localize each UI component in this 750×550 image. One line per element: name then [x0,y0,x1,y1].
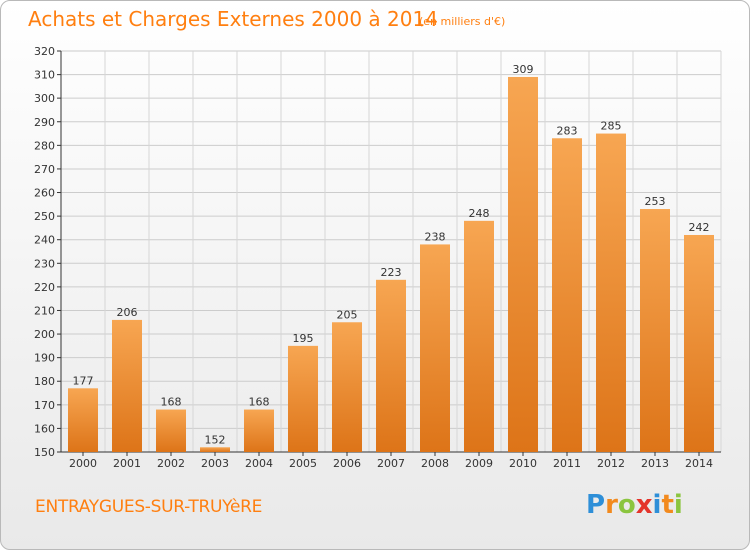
bar [68,388,98,452]
bar-value-label: 206 [117,306,138,319]
x-tick-label: 2008 [421,457,449,470]
x-tick-label: 2014 [685,457,713,470]
y-tick-label: 190 [34,352,55,365]
bar-value-label: 152 [205,433,226,446]
x-tick-label: 2004 [245,457,273,470]
x-tick-label: 2011 [553,457,581,470]
bar [420,244,450,452]
logo-letter: i [652,490,662,520]
y-tick-label: 290 [34,116,55,129]
y-tick-label: 210 [34,304,55,317]
y-tick-label: 250 [34,210,55,223]
bar-value-label: 248 [469,207,490,220]
x-tick-label: 2009 [465,457,493,470]
label-layer: 177 206 168 152 168 195 205 223 238 248 309 283 285 2… [73,63,710,446]
y-tick-label: 240 [34,234,55,247]
bar-value-label: 168 [161,396,182,409]
axis-layer: 150 160 170 180 190 200 210 220 230 240 250 260 270 2… [34,45,721,470]
logo-letter: r [605,490,618,520]
y-tick-label: 200 [34,328,55,341]
y-tick-label: 320 [34,45,55,58]
logo-letter: x [635,490,653,520]
logo-letter: o [617,490,636,520]
y-tick-label: 220 [34,281,55,294]
y-tick-label: 150 [34,446,55,459]
x-tick-label: 2000 [69,457,97,470]
bar-value-label: 205 [337,308,358,321]
x-tick-label: 2007 [377,457,405,470]
y-tick-label: 270 [34,163,55,176]
bar [640,209,670,452]
bar-value-label: 168 [249,396,270,409]
bar-value-label: 242 [689,221,710,234]
bar [552,138,582,452]
x-tick-label: 2010 [509,457,537,470]
x-tick-label: 2001 [113,457,141,470]
y-tick-label: 280 [34,139,55,152]
bar [376,279,406,452]
bar-value-label: 177 [73,374,94,387]
chart-subtitle: (en milliers d'€) [419,15,506,28]
proxiti-logo: Proxiti [586,490,683,520]
x-tick-label: 2012 [597,457,625,470]
chart-title: Achats et Charges Externes 2000 à 2014 [28,7,438,31]
y-tick-label: 180 [34,375,55,388]
bar-layer [68,76,714,453]
bar [508,76,538,453]
x-tick-label: 2002 [157,457,185,470]
logo-letter: i [673,490,683,520]
bar [684,234,714,452]
y-tick-label: 170 [34,399,55,412]
y-tick-label: 300 [34,92,55,105]
bar [464,220,494,452]
bar-value-label: 195 [293,332,314,345]
y-tick-label: 160 [34,422,55,435]
x-tick-label: 2013 [641,457,669,470]
bar-value-label: 283 [557,124,578,137]
x-tick-label: 2003 [201,457,229,470]
bar [156,409,186,452]
bar-value-label: 223 [381,266,402,279]
bar [112,319,142,452]
x-tick-label: 2006 [333,457,361,470]
bar [288,345,318,452]
y-tick-label: 310 [34,69,55,82]
bar-value-label: 238 [425,230,446,243]
bar [332,322,362,452]
x-tick-label: 2005 [289,457,317,470]
bar [200,447,230,452]
y-tick-label: 260 [34,187,55,200]
logo-letter: P [586,490,606,520]
bar [596,133,626,452]
place-name: ENTRAYGUES-SUR-TRUYèRE [35,497,263,517]
bar-value-label: 309 [513,63,534,76]
y-tick-label: 230 [34,257,55,270]
bar [244,409,274,452]
bar-value-label: 285 [601,120,622,133]
bar-value-label: 253 [645,195,666,208]
logo-letter: t [661,490,674,520]
